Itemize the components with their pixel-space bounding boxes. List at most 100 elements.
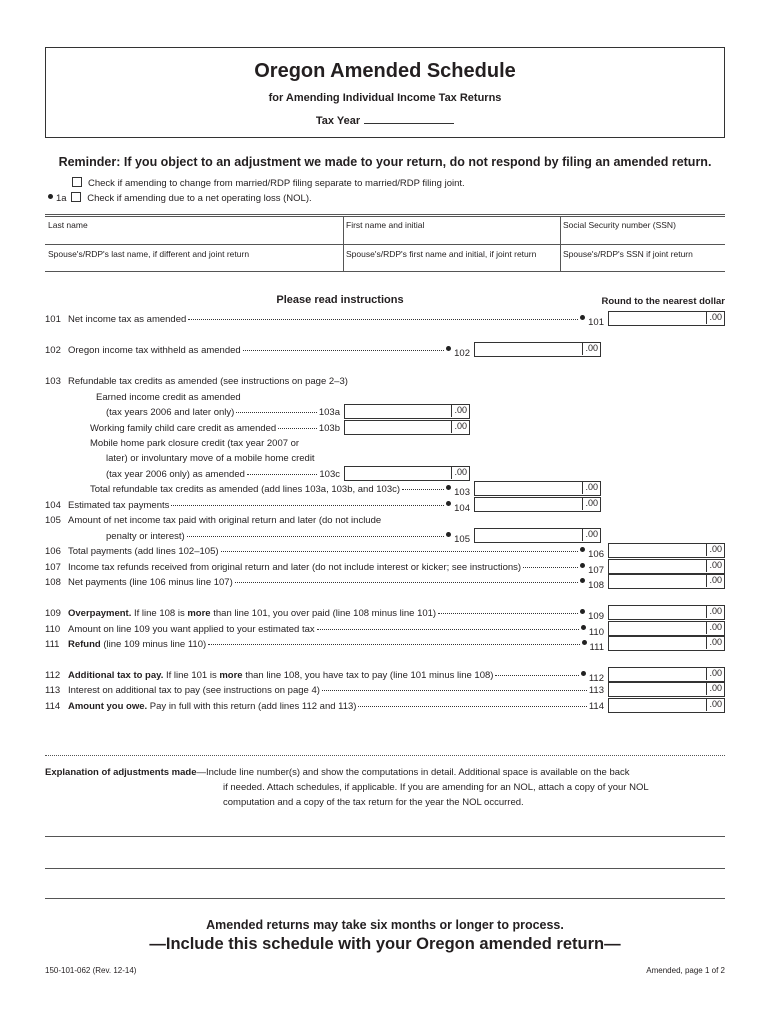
amount-field-113[interactable]: .00 [608,682,725,697]
line-reference: 114 [589,701,604,712]
tax-year-field[interactable] [364,113,455,124]
line-reference-number: 104 [454,503,470,514]
cents-label: .00 [582,528,600,541]
cents-label: .00 [706,574,724,587]
line-reference: 103 [446,484,470,498]
amount-field-106[interactable]: .00 [608,543,725,558]
line-109: 109 Overpayment. If line 108 is more than… [45,608,604,622]
amount-field-105[interactable]: .00 [474,528,601,543]
bullet-icon [580,315,586,320]
cents-label: .00 [706,698,724,711]
first-name-field[interactable]: First name and initial [346,220,425,230]
checkbox-nol[interactable] [71,192,82,202]
line-reference: 113 [589,685,604,696]
line-text: Total payments (add lines 102–105) [68,546,219,557]
line-number: 110 [45,624,61,635]
cents-label: .00 [451,420,469,433]
line-text: (line 109 minus line 110) [100,639,207,650]
line-reference: 105 [446,531,470,545]
line-reference-number: 111 [589,642,604,653]
line-reference: 110 [580,624,604,638]
dot-leader [321,690,587,691]
checkbox-nol-row: 1a Check if amending due to a net operat… [48,192,312,204]
line-number: 106 [45,546,61,557]
line-reference: 101 [580,314,604,328]
bullet-icon [580,609,586,614]
line-113: 113 Interest on additional tax to pay (se… [45,685,604,696]
line-reference: 102 [446,345,470,359]
line-103: 103 Refundable tax credits as amended (se… [45,376,725,387]
line-reference: 103c [319,469,340,480]
amount-field-103b[interactable]: .00 [344,420,470,435]
line-reference: 106 [580,546,604,560]
line-number: 113 [45,685,61,696]
cents-label: .00 [706,682,724,695]
explanation-instructions: Explanation of adjustments made—Include … [45,765,725,810]
line-number: 101 [45,314,61,325]
line-reference-number: 107 [588,565,604,576]
explanation-line[interactable] [45,836,725,837]
taxpayer-id-table: Last name First name and initial Social … [45,214,725,272]
amount-field-112[interactable]: .00 [608,667,725,682]
line-reference: 111 [581,639,604,653]
checkbox-married-rdp-row: Check if amending to change from married… [72,177,465,189]
header-box: Oregon Amended Schedule for Amending Ind… [45,47,725,138]
line-text: more [219,670,243,681]
line-text: penalty or interest) [106,531,185,542]
line-reference: 107 [580,562,604,576]
spouse-last-name-field[interactable]: Spouse's/RDP's last name, if different a… [48,249,250,259]
line-text: Refund [68,639,101,650]
amount-field-101[interactable]: .00 [608,311,725,326]
cents-label: .00 [706,311,724,324]
explanation-line[interactable] [45,868,725,869]
line-3: Earned income credit as amended [45,392,725,403]
line-text: than line 108, you have tax to pay (line… [242,670,494,681]
explanation-line[interactable] [45,898,725,899]
cents-label: .00 [582,497,600,510]
form-subtitle: for Amending Individual Income Tax Retur… [268,92,502,104]
line-text: Earned income credit as amended [96,392,241,403]
line-number: 1a [56,193,67,204]
line-text: Net income tax as amended [68,314,187,325]
line-text: than line 101, you over paid (line 108 m… [210,608,437,619]
last-name-field[interactable]: Last name [48,220,88,230]
bullet-icon [446,532,452,537]
amount-field-102[interactable]: .00 [474,342,601,357]
tax-year-label: Tax Year [315,115,361,127]
amount-field-108[interactable]: .00 [608,574,725,589]
line-reference-number: 110 [588,627,604,638]
bullet-icon [446,346,452,351]
dot-leader [438,613,579,614]
amount-field-109[interactable]: .00 [608,605,725,620]
amount-field-114[interactable]: .00 [608,698,725,713]
amount-field-103a[interactable]: .00 [344,404,470,419]
line-reference-number: 113 [588,685,604,696]
checkbox-label: Check if amending due to a net operating… [87,193,312,204]
line-reference: 112 [580,670,604,684]
line-text: If line 101 is [163,670,220,681]
line-text: Estimated tax payments [68,500,170,511]
line-101: 101 Net income tax as amended 101 [45,314,604,328]
line-number: 104 [45,500,61,511]
round-note: Round to the nearest dollar [601,296,725,307]
line-number: 112 [45,670,61,681]
amount-field-104[interactable]: .00 [474,497,601,512]
amount-field-111[interactable]: .00 [608,636,725,651]
spouse-ssn-field[interactable]: Spouse's/RDP's SSN if joint return [563,249,693,259]
amount-field-103[interactable]: .00 [474,481,601,496]
line-6: Mobile home park closure credit (tax yea… [45,438,725,449]
ssn-field[interactable]: Social Security number (SSN) [563,220,676,230]
cents-label: .00 [451,466,469,479]
checkbox-married-rdp[interactable] [72,177,82,187]
amount-field-103c[interactable]: .00 [344,466,470,481]
line-text: Additional tax to pay. [68,670,164,681]
line-reference-number: 103b [318,423,340,434]
instructions-heading: Please read instructions [276,294,404,306]
spouse-first-name-field[interactable]: Spouse's/RDP's first name and initial, i… [346,249,537,259]
line-105: 105 Amount of net income tax paid with or… [45,515,725,526]
amount-field-107[interactable]: .00 [608,559,725,574]
amount-field-110[interactable]: .00 [608,621,725,636]
line-103c: (tax year 2006 only) as amended 103c [45,469,340,480]
dot-leader [278,428,317,429]
